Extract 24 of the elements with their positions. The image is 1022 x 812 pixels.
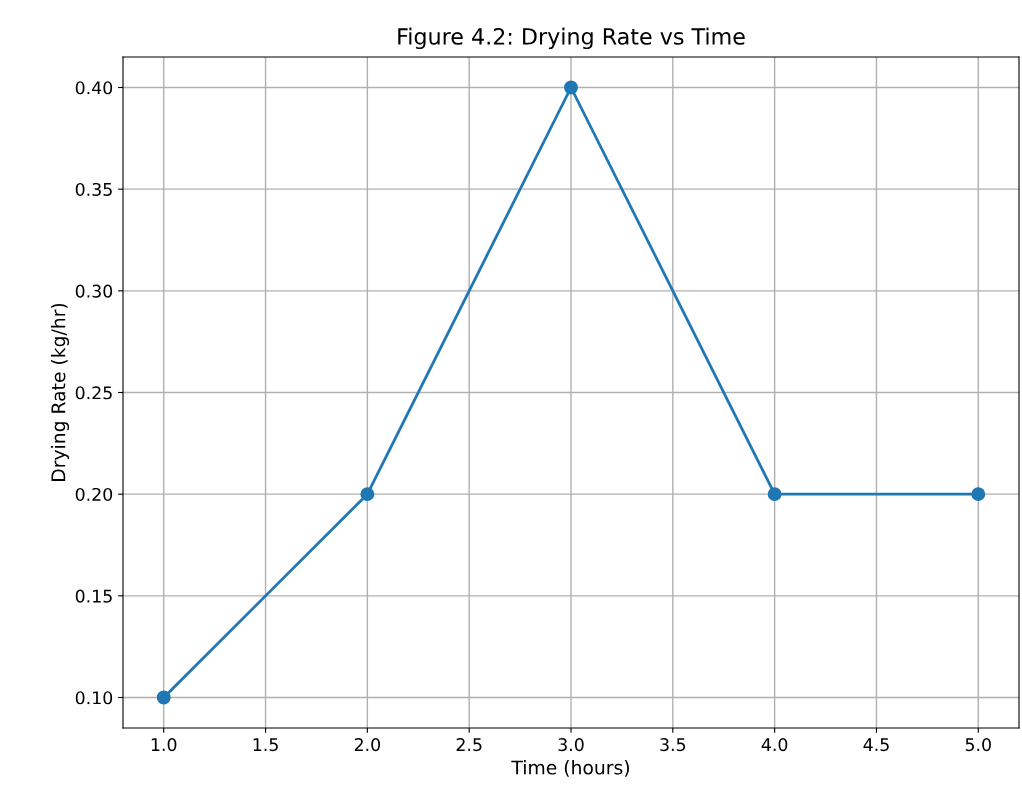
point <box>564 80 578 95</box>
point <box>156 690 171 705</box>
x-tick-label: 2.0 <box>354 738 381 752</box>
y-tick-label: 0.35 <box>75 182 112 197</box>
x-tick-label: 4.0 <box>761 738 788 752</box>
y-tick-label: 0.20 <box>75 487 113 502</box>
y-tick-label: 0.15 <box>75 589 112 603</box>
y-tick-label: 0.25 <box>75 386 112 400</box>
x-axis-title: Time (hours) <box>511 760 629 777</box>
chart-title: Figure 4.2: Drying Rate vs Time <box>398 27 745 50</box>
x-tick-label: 2.5 <box>456 738 482 752</box>
x-tick-label: 4.5 <box>863 738 889 752</box>
y-axis-title: Drying Rate (kg/hr) <box>50 303 70 481</box>
x-tick-label: 1.0 <box>151 738 177 752</box>
y-tick-label: 0.30 <box>75 284 113 298</box>
x-tick-label: 1.5 <box>253 738 278 752</box>
y-tick-label: 0.40 <box>75 81 113 95</box>
x-tick-label: 3.5 <box>660 738 686 752</box>
x-tick-label: 3.0 <box>558 738 584 752</box>
point <box>971 487 986 502</box>
point <box>767 487 782 502</box>
x-tick-label: 5.0 <box>965 738 991 752</box>
y-tick-label: 0.10 <box>75 691 113 705</box>
point <box>360 487 375 502</box>
